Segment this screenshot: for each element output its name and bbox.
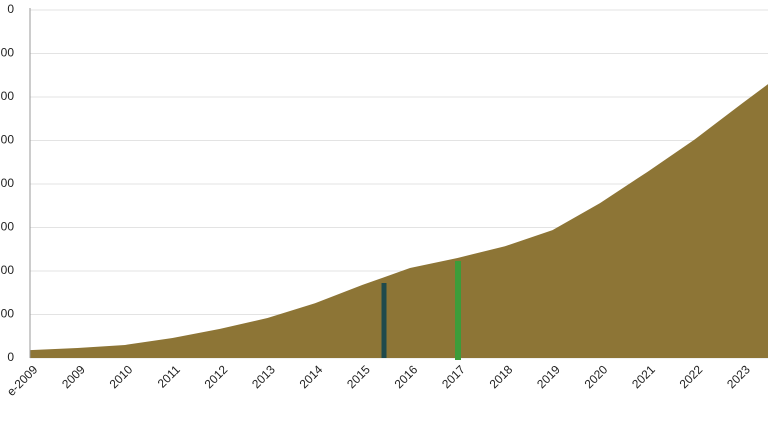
x-tick-label: 2021 <box>629 362 658 391</box>
x-tick-label: 2016 <box>392 362 421 391</box>
x-tick-label: 2018 <box>487 362 516 391</box>
y-tick-label: 00 <box>1 307 15 321</box>
x-tick-label: 2010 <box>107 362 136 391</box>
x-tick-label: 2012 <box>202 362 231 391</box>
x-tick-label: e-2009 <box>4 362 41 399</box>
x-tick-label: 2019 <box>534 362 563 391</box>
y-tick-label: 0 <box>7 2 14 16</box>
x-tick-label: 2017 <box>439 362 468 391</box>
area <box>30 84 768 358</box>
y-tick-label: 00 <box>1 46 15 60</box>
y-tick-label: 00 <box>1 263 15 277</box>
y-tick-label: 0 <box>7 350 14 364</box>
x-tick-label: 2023 <box>724 362 753 391</box>
y-tick-label: 00 <box>1 89 15 103</box>
x-tick-label: 2011 <box>155 362 183 390</box>
y-tick-label: 00 <box>1 176 15 190</box>
x-tick-label: 2020 <box>582 362 611 391</box>
x-tick-label: 2015 <box>344 362 373 391</box>
plot <box>30 84 768 358</box>
grid <box>30 9 768 359</box>
y-tick-label: 00 <box>1 133 15 147</box>
x-tick-label: 2014 <box>297 362 326 391</box>
x-tick-label: 2013 <box>249 362 278 391</box>
x-tick-label: 2009 <box>59 362 88 391</box>
x-tick-label: 2022 <box>677 362 706 391</box>
y-tick-label: 00 <box>1 220 15 234</box>
